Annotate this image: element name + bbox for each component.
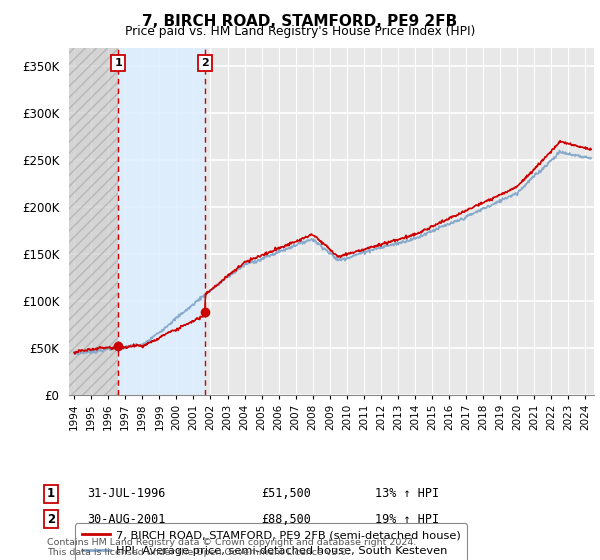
Text: 1: 1 <box>114 58 122 68</box>
Text: 30-AUG-2001: 30-AUG-2001 <box>87 512 166 526</box>
Text: 2: 2 <box>47 512 55 526</box>
Text: 31-JUL-1996: 31-JUL-1996 <box>87 487 166 501</box>
Text: 19% ↑ HPI: 19% ↑ HPI <box>375 512 439 526</box>
Text: £51,500: £51,500 <box>261 487 311 501</box>
Text: 13% ↑ HPI: 13% ↑ HPI <box>375 487 439 501</box>
Text: 2: 2 <box>201 58 209 68</box>
Legend: 7, BIRCH ROAD, STAMFORD, PE9 2FB (semi-detached house), HPI: Average price, semi: 7, BIRCH ROAD, STAMFORD, PE9 2FB (semi-d… <box>74 524 467 560</box>
Text: Price paid vs. HM Land Registry's House Price Index (HPI): Price paid vs. HM Land Registry's House … <box>125 25 475 38</box>
Text: 7, BIRCH ROAD, STAMFORD, PE9 2FB: 7, BIRCH ROAD, STAMFORD, PE9 2FB <box>142 14 458 29</box>
Bar <box>69 48 118 395</box>
Text: Contains HM Land Registry data © Crown copyright and database right 2024.
This d: Contains HM Land Registry data © Crown c… <box>47 538 416 557</box>
Text: £88,500: £88,500 <box>261 512 311 526</box>
Bar <box>118 48 205 395</box>
Text: 1: 1 <box>47 487 55 501</box>
